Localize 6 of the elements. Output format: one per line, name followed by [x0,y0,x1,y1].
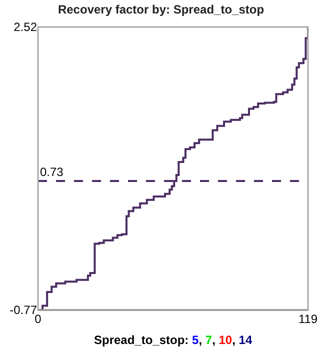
x-tick-label: 0 [34,312,42,326]
text: Spread_to_stop: 5, 7, 10, 14 [94,333,252,347]
chart-title: Recovery factor by: Spread_to_stop [58,2,264,17]
y-tick-label: 2.52 [14,20,38,34]
ref-line-label: 0.73 [40,165,64,179]
x-tick-label: 119 [298,312,318,326]
